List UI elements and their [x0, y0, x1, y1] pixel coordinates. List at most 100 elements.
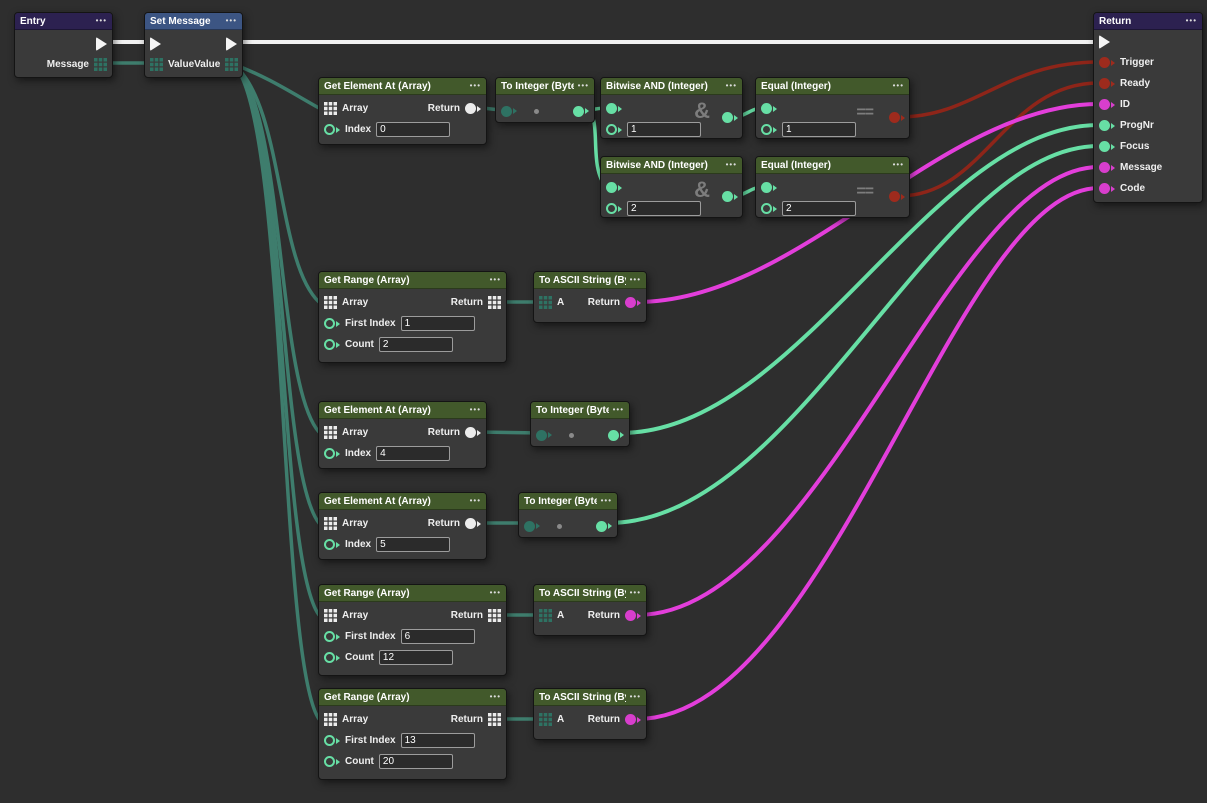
bitwise-and-1-header[interactable]: Bitwise AND (Integer) •••	[601, 78, 742, 95]
get-range-3-first-index-in[interactable]	[324, 735, 340, 746]
get-range-2-return-out[interactable]	[488, 609, 501, 622]
get-range-1-count-input[interactable]	[378, 337, 453, 352]
to-integer-2-return-out[interactable]	[608, 429, 624, 441]
get-element-at-1-menu-button[interactable]: •••	[469, 81, 481, 90]
get-range-3-array-in[interactable]	[324, 713, 337, 726]
get-element-at-1-array-in[interactable]	[324, 102, 337, 115]
to-ascii-string-3-header[interactable]: To ASCII String (Byte)•••	[534, 689, 646, 706]
get-element-at-1-index-in[interactable]	[324, 124, 340, 135]
return-focus-in[interactable]	[1099, 141, 1115, 152]
set-message-menu-button[interactable]: •••	[225, 16, 237, 25]
bitwise-and-1-a-in[interactable]	[606, 103, 622, 114]
get-range-3-header[interactable]: Get Range (Array) •••	[319, 689, 506, 706]
node-get-element-at-3[interactable]: Get Element At (Array) ••• Array Return Inde…	[318, 492, 487, 560]
return-exec-in-exec-port-icon[interactable]	[1099, 34, 1110, 49]
wire-to-ascii-3-to-return-code[interactable]	[635, 186, 1101, 721]
to-integer-2-header[interactable]: To Integer (Byte) •••	[531, 402, 629, 419]
equal-1-header[interactable]: Equal (Integer) •••	[756, 78, 909, 95]
node-get-range-2[interactable]: Get Range (Array) ••• Array Return First Ind…	[318, 584, 507, 676]
to-ascii-string-1-return-out[interactable]	[625, 297, 641, 308]
wire-to-ascii-2-to-return-message[interactable]	[635, 165, 1101, 617]
get-element-at-1-index-input[interactable]	[376, 122, 451, 137]
bitwise-and-2-return-out[interactable]	[722, 191, 738, 202]
to-integer-3-a-in[interactable]	[524, 520, 540, 532]
node-equal-2[interactable]: Equal (Integer) ••• ==	[755, 156, 910, 218]
node-get-element-at-2[interactable]: Get Element At (Array) ••• Array Return Inde…	[318, 401, 487, 469]
get-range-2-count-input[interactable]	[378, 650, 453, 665]
node-bitwise-and-1[interactable]: Bitwise AND (Integer) ••• &	[600, 77, 743, 139]
get-element-at-2-menu-button[interactable]: •••	[469, 405, 481, 414]
get-range-2-count-in[interactable]	[324, 652, 340, 663]
get-element-at-3-array-in[interactable]	[324, 517, 337, 530]
get-range-1-first-index-in[interactable]	[324, 318, 340, 329]
node-to-ascii-string-1[interactable]: To ASCII String (Byte)••• A Return	[533, 271, 647, 323]
to-ascii-string-1-a-in[interactable]	[539, 296, 552, 309]
to-integer-3-return-out[interactable]	[596, 520, 612, 532]
bitwise-and-1-return-out[interactable]	[722, 112, 738, 123]
bitwise-and-2-a-in[interactable]	[606, 182, 622, 193]
wire-to-integer-2-to-return-prognr[interactable]	[618, 123, 1101, 435]
to-integer-1-menu-button[interactable]: •••	[577, 81, 589, 90]
node-get-element-at-1[interactable]: Get Element At (Array) ••• Array Return Inde…	[318, 77, 487, 145]
return-trigger-in[interactable]	[1099, 57, 1115, 68]
to-integer-1-return-out[interactable]	[573, 105, 589, 117]
bitwise-and-2-b-input[interactable]	[627, 201, 701, 216]
get-range-1-menu-button[interactable]: •••	[489, 275, 501, 284]
get-element-at-3-index-input[interactable]	[376, 537, 451, 552]
wire-to-integer-3-to-return-focus[interactable]	[606, 144, 1101, 525]
get-element-at-1-return-out[interactable]	[465, 103, 481, 114]
get-range-3-count-in[interactable]	[324, 756, 340, 767]
equal-1-menu-button[interactable]: •••	[892, 81, 904, 90]
get-range-2-menu-button[interactable]: •••	[489, 588, 501, 597]
equal-2-b-in[interactable]	[761, 203, 777, 214]
set-message-header[interactable]: Set Message •••	[145, 13, 242, 30]
wire-set-message-value-to-get-range-1-array[interactable]	[231, 62, 321, 304]
set-message-value-out[interactable]	[225, 58, 239, 71]
equal-2-b-input[interactable]	[782, 201, 856, 216]
get-range-1-first-index-input[interactable]	[400, 316, 475, 331]
equal-1-a-in[interactable]	[761, 103, 777, 114]
get-element-at-3-header[interactable]: Get Element At (Array) •••	[319, 493, 486, 510]
equal-2-a-in[interactable]	[761, 182, 777, 193]
get-element-at-1-header[interactable]: Get Element At (Array) •••	[319, 78, 486, 95]
get-range-3-count-input[interactable]	[378, 754, 453, 769]
equal-2-header[interactable]: Equal (Integer) •••	[756, 157, 909, 174]
to-integer-1-a-in[interactable]	[501, 105, 517, 117]
to-integer-2-a-in[interactable]	[536, 429, 552, 441]
to-ascii-string-1-menu-button[interactable]: •••	[629, 275, 641, 284]
to-ascii-string-3-return-out[interactable]	[625, 714, 641, 725]
to-integer-1-header[interactable]: To Integer (Byte) •••	[496, 78, 594, 95]
equal-2-menu-button[interactable]: •••	[892, 160, 904, 169]
get-element-at-3-index-in[interactable]	[324, 539, 340, 550]
bitwise-and-1-b-in[interactable]	[606, 124, 622, 135]
equal-1-return-out[interactable]	[889, 112, 905, 123]
node-bitwise-and-2[interactable]: Bitwise AND (Integer) ••• &	[600, 156, 743, 218]
return-menu-button[interactable]: •••	[1185, 16, 1197, 25]
set-message-exec-out-exec-port-icon[interactable]	[226, 36, 237, 51]
to-ascii-string-2-menu-button[interactable]: •••	[629, 588, 641, 597]
get-element-at-2-index-input[interactable]	[376, 446, 451, 461]
node-get-range-3[interactable]: Get Range (Array) ••• Array Return First Ind…	[318, 688, 507, 780]
node-to-integer-3[interactable]: To Integer (Byte) •••	[518, 492, 618, 538]
to-integer-2-menu-button[interactable]: •••	[612, 405, 624, 414]
node-return[interactable]: Return ••• Trigger Ready ID ProgNr Focus Messag…	[1093, 12, 1203, 203]
get-range-1-return-out[interactable]	[488, 296, 501, 309]
wire-set-message-value-to-get-range-3-array[interactable]	[231, 62, 321, 721]
equal-1-b-in[interactable]	[761, 124, 777, 135]
get-range-1-array-in[interactable]	[324, 296, 337, 309]
equal-2-return-out[interactable]	[889, 191, 905, 202]
wire-equal-2-to-return-ready[interactable]	[897, 81, 1101, 198]
get-element-at-2-header[interactable]: Get Element At (Array) •••	[319, 402, 486, 419]
get-range-3-return-out[interactable]	[488, 713, 501, 726]
to-ascii-string-2-header[interactable]: To ASCII String (Byte)•••	[534, 585, 646, 602]
equal-1-b-input[interactable]	[782, 122, 856, 137]
return-message-in[interactable]	[1099, 162, 1115, 173]
to-ascii-string-1-header[interactable]: To ASCII String (Byte)•••	[534, 272, 646, 289]
to-integer-3-menu-button[interactable]: •••	[600, 496, 612, 505]
node-get-range-1[interactable]: Get Range (Array) ••• Array Return First Ind…	[318, 271, 507, 363]
to-ascii-string-2-a-in[interactable]	[539, 609, 552, 622]
return-id-in[interactable]	[1099, 99, 1115, 110]
entry-message-out[interactable]	[94, 58, 107, 71]
return-prognr-in[interactable]	[1099, 120, 1115, 131]
